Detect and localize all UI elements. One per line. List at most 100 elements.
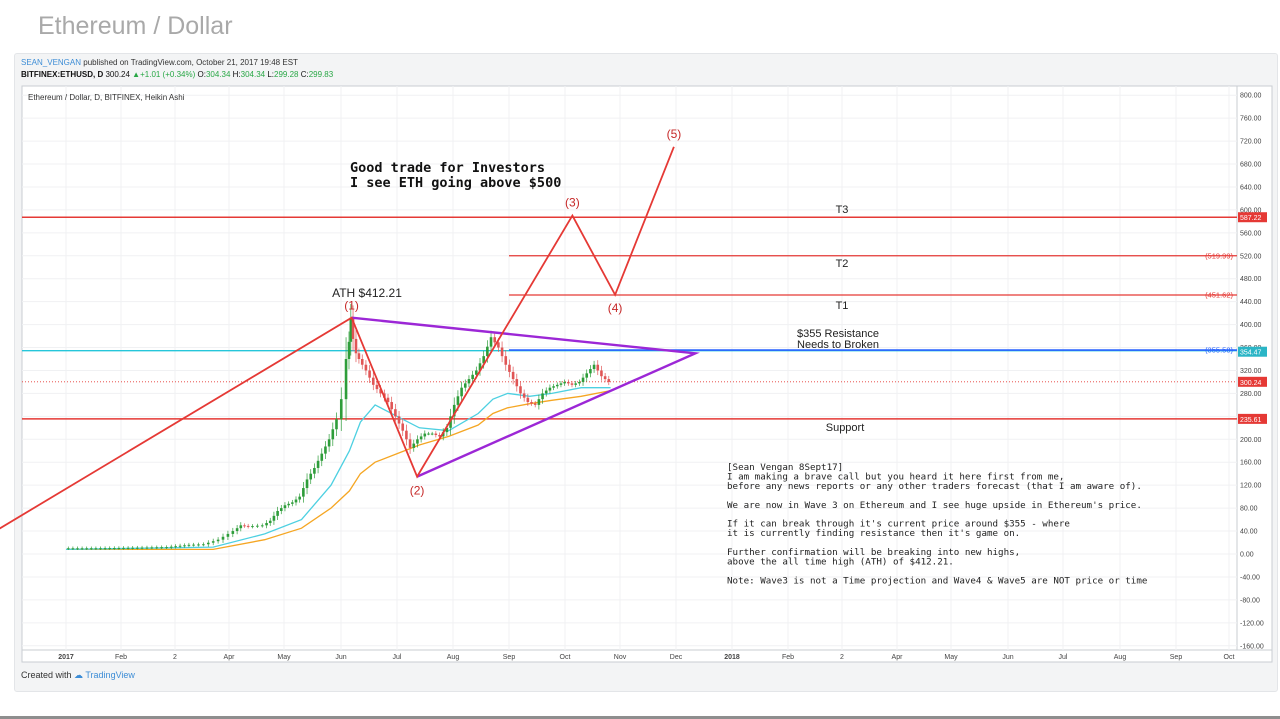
candle-body <box>178 545 182 547</box>
plot-area <box>21 85 1238 651</box>
candle-body <box>408 439 412 448</box>
candle-body <box>412 443 416 448</box>
price-tag <box>1238 376 1267 387</box>
candle-body <box>438 434 441 437</box>
candle-body <box>533 403 537 405</box>
analysis-note-line: I am making a brave call but you heard i… <box>727 471 1064 482</box>
candle-body <box>117 547 121 549</box>
candle-body <box>140 547 144 549</box>
candle-body <box>497 342 500 348</box>
open-label: O: <box>197 70 206 79</box>
open-value: 304.34 <box>205 70 231 79</box>
candle-body <box>155 547 159 549</box>
headline: Good trade for Investors <box>350 160 545 176</box>
x-tick-label: Sep <box>1170 654 1183 661</box>
candle-body <box>519 386 522 394</box>
candle-body <box>268 520 272 524</box>
candle-body <box>460 387 463 397</box>
candle-body <box>522 393 526 398</box>
x-tick-label: Apr <box>892 654 904 661</box>
wave-label: (3) <box>565 196 580 210</box>
price-tag <box>1238 413 1267 424</box>
x-tick-label: Jul <box>393 654 402 661</box>
level-value-label: (519.99) <box>1205 251 1233 260</box>
candle-body <box>187 544 191 546</box>
candle-body <box>279 508 283 511</box>
author-link[interactable]: SEAN_VENGAN <box>21 58 82 67</box>
low-value: 299.28 <box>274 70 299 79</box>
x-tick-label: Jul <box>1059 654 1068 661</box>
candle-body <box>305 479 309 489</box>
candle-body <box>456 396 460 405</box>
candle-body <box>316 460 320 468</box>
x-tick-label: Feb <box>115 654 127 661</box>
analysis-note-line: [Sean Vengan 8Sept17] <box>727 462 843 473</box>
ma-slow-line <box>66 389 611 551</box>
analysis-note-line: Further confirmation will be breaking in… <box>727 547 1020 558</box>
analysis-note-line: above the all time high (ATH) of $412.21… <box>727 557 954 568</box>
x-tick-label: 2017 <box>58 654 74 661</box>
wave-label: (2) <box>410 484 425 498</box>
candle-body <box>150 547 154 549</box>
y-tick-label: 280.00 <box>1240 391 1262 398</box>
candle-body <box>394 409 397 417</box>
y-tick-label: 600.00 <box>1240 207 1262 214</box>
y-tick-label: 160.00 <box>1240 460 1262 467</box>
y-tick-label: 40.00 <box>1240 529 1258 536</box>
elliott-wave-path <box>0 146 675 530</box>
candle-body <box>320 453 324 461</box>
x-tick-label: Oct <box>560 654 571 661</box>
candle-body <box>313 467 316 474</box>
candle-body <box>67 548 70 550</box>
candle-body <box>478 363 482 371</box>
candle-body <box>136 547 139 549</box>
high-value: 304.34 <box>240 70 266 79</box>
candle-body <box>430 433 434 435</box>
candle-body <box>548 387 552 391</box>
candle-body <box>515 379 519 387</box>
analysis-note-line: If it can break through it's current pri… <box>727 519 1070 530</box>
x-tick-label: Jun <box>1002 654 1013 661</box>
candle-body <box>379 389 382 394</box>
candle-body <box>401 423 405 431</box>
candle-body <box>585 373 589 378</box>
candle-body <box>160 547 163 549</box>
candle-body <box>596 364 600 371</box>
y-tick-label: 480.00 <box>1240 276 1262 283</box>
candle-body <box>364 364 368 371</box>
candle-body <box>371 377 375 385</box>
candle-body <box>570 383 574 385</box>
y-tick-label: 120.00 <box>1240 483 1262 490</box>
candle-body <box>552 386 555 388</box>
analysis-note-line: Note: Wave3 is not a Time projection and… <box>727 575 1147 586</box>
tradingview-link[interactable]: TradingView <box>85 670 135 680</box>
candle-body <box>165 547 168 549</box>
candle-body <box>427 433 430 435</box>
level-value-label: (355.58) <box>1205 346 1233 355</box>
candle-body <box>272 515 276 521</box>
candle-body <box>567 381 570 384</box>
price-tag-label: 235.61 <box>1240 417 1262 424</box>
candle-body <box>298 496 301 500</box>
y-tick-label: 440.00 <box>1240 299 1262 306</box>
candle-body <box>357 353 361 360</box>
candle-body <box>544 390 548 394</box>
candle-body <box>504 356 508 365</box>
y-tick-label: -120.00 <box>1240 620 1264 627</box>
x-tick-label: Apr <box>224 654 236 661</box>
y-tick-label: 80.00 <box>1240 506 1258 513</box>
y-tick-label: 680.00 <box>1240 162 1262 169</box>
candle-body <box>511 371 515 380</box>
candle-body <box>486 346 489 357</box>
wave-label: (4) <box>608 301 623 315</box>
candle-body <box>192 544 195 546</box>
published-text: published on TradingView.com, October 21… <box>81 58 298 67</box>
candle-body <box>309 473 313 480</box>
high-label: H: <box>232 70 241 79</box>
y-tick-label: 200.00 <box>1240 437 1262 444</box>
x-tick-label: 2018 <box>724 654 740 661</box>
bottom-divider <box>0 716 1280 719</box>
support-label: Support <box>826 422 865 434</box>
wave-label: (1) <box>344 299 359 313</box>
